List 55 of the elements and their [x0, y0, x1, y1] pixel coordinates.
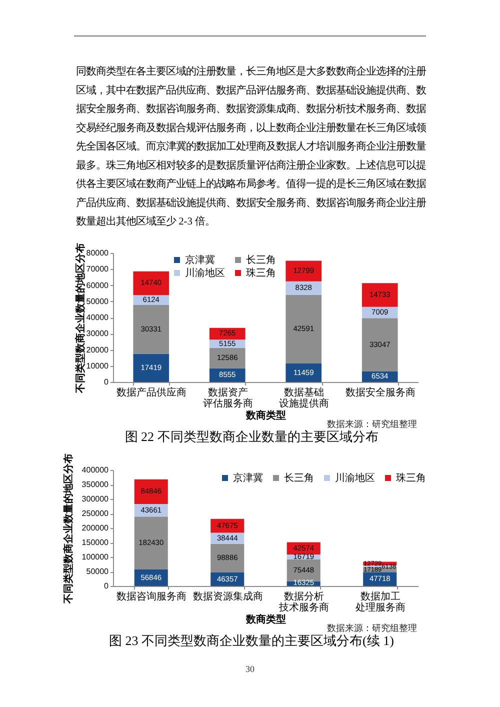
- bar: [133, 305, 170, 354]
- y-tick-label: 150000: [82, 538, 110, 547]
- x-tick-label: 数据基础设施提供商: [279, 386, 330, 410]
- legend-label: 长三角: [284, 472, 314, 484]
- y-tick-label: 40000: [86, 313, 110, 322]
- x-tick-label: 数据咨询服务商: [116, 590, 187, 602]
- y-tick-label: 200000: [82, 524, 110, 532]
- legend-label: 京津冀: [185, 254, 215, 266]
- bar: [134, 516, 168, 570]
- x-tick-label: 数据分析技术服务商: [278, 590, 330, 614]
- bar: [133, 271, 170, 296]
- bar: [210, 544, 244, 573]
- bar: [286, 260, 322, 282]
- text: 同数商类型在各主要区域的注册数量，长三角地区是大多数数商企业选择的注册区域，其中在数据产品供应商、数据产品评估服务商、数据基础设施提供商、数据安全服务商、数据咨询服务商、数据资源集成商、数据分析技术服务商、数据交易经纪服务商及数据合规评估服务商，以上数商企业注册数量在长三角区域领先全国各区域。而京津冀的数据加工处理商及数据人才培训服务商企业注册数量最多。珠三角地区相对较多的是数据质量评估商注册企业家数。上述信息可以提供各主要区域在数商产业链上的战略布局参考。值得一提的是长三角区域在数据产品供应商、数据基础设施提供商、数据安全服务商、数据咨询服务商企业注册数量超出其他区域至少 2-3 倍。: [76, 66, 426, 228]
- legend-label: 珠三角: [246, 267, 276, 279]
- x-tick-label: 数据资源集成商: [192, 590, 263, 602]
- legend-label: 川渝地区: [335, 472, 375, 484]
- y-tick-label: 20000: [86, 345, 110, 354]
- bar: [286, 294, 322, 364]
- y-tick-label: 30000: [86, 329, 110, 338]
- x-axis-title: 数商类型: [245, 614, 286, 626]
- legend-label: 川渝地区: [185, 267, 225, 279]
- bar: [134, 479, 168, 504]
- y-tick-label: 250000: [82, 509, 110, 518]
- y-tick-label: 80000: [86, 248, 110, 258]
- x-tick-label: 数据产品供应商: [116, 386, 187, 398]
- y-tick-label: 300000: [82, 494, 110, 504]
- bar: [362, 283, 398, 307]
- x-tick-label: 数据安全服务商: [345, 386, 416, 398]
- y-tick-label: 100000: [82, 552, 110, 562]
- x-tick-label: 数据资产评估服务商: [202, 386, 253, 410]
- y-axis-title: 不同类型数商企业数量的地区分布: [62, 454, 74, 604]
- bar: [286, 364, 322, 382]
- legend-label: 珠三角: [396, 472, 426, 484]
- y-tick-label: 60000: [86, 280, 110, 290]
- y-tick-label: 400000: [82, 466, 110, 474]
- legend-label: 长三角: [246, 254, 276, 266]
- y-axis-title: 不同类型数商企业数量的地区分布: [74, 243, 86, 394]
- x-axis-title: 数商类型: [245, 410, 286, 422]
- y-tick-label: 0: [104, 378, 110, 386]
- legend-label: 京津冀: [233, 472, 263, 484]
- text: 图 22 不同类型数商企业数量的主要区域分布: [124, 429, 378, 444]
- y-tick-label: 350000: [82, 480, 110, 489]
- text: 30: [246, 664, 255, 674]
- source-note: 数据来源：研究组整理: [327, 623, 417, 633]
- text: 图 23 不同类型数商企业数量的主要区域分布(续 1): [109, 633, 394, 648]
- y-tick-label: 70000: [86, 264, 110, 274]
- y-tick-label: 50000: [86, 296, 110, 306]
- source-note: 数据来源：研究组整理: [327, 419, 417, 429]
- bar: [362, 318, 398, 372]
- y-tick-label: 50000: [86, 567, 110, 576]
- bar: [133, 354, 170, 382]
- y-tick-label: 10000: [86, 361, 110, 370]
- x-tick-label: 数据加工处理服务商: [355, 590, 406, 614]
- y-tick-label: 0: [104, 582, 110, 590]
